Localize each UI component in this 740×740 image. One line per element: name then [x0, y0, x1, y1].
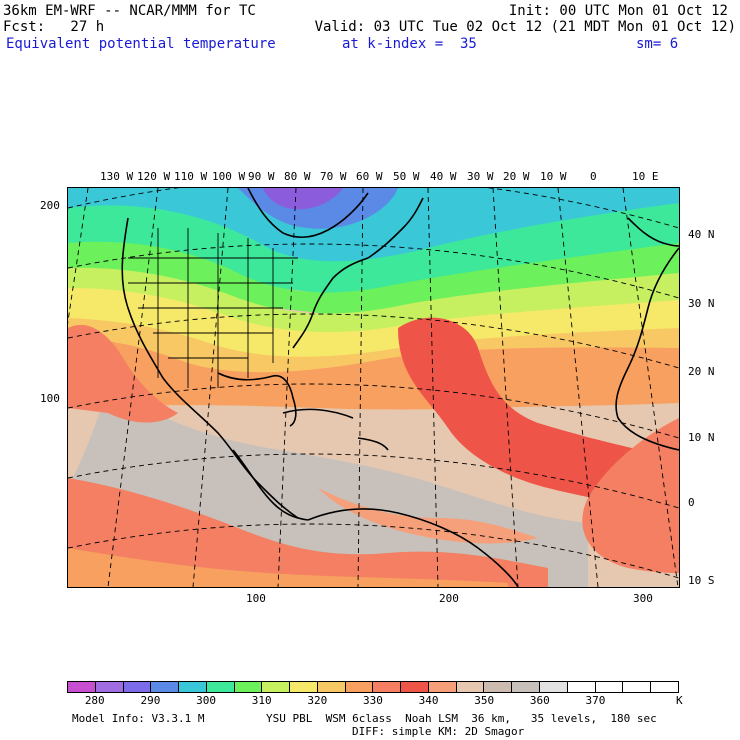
- colorbar-swatch: [428, 682, 457, 692]
- longitude-label: 0: [590, 170, 597, 183]
- grid-y-label: 100: [40, 392, 60, 405]
- smoothing-label: sm= 6: [636, 36, 679, 52]
- latitude-label: 10 S: [688, 574, 715, 587]
- longitude-label: 20 W: [503, 170, 530, 183]
- longitude-label: 40 W: [430, 170, 457, 183]
- colorbar-label: 330: [363, 694, 383, 707]
- colorbar-swatch: [68, 682, 96, 692]
- colorbar-label: 320: [307, 694, 328, 707]
- longitude-label: 30 W: [467, 170, 494, 183]
- grid-y-label: 200: [40, 199, 60, 212]
- colorbar-swatch: [206, 682, 235, 692]
- colorbar-swatch: [262, 682, 291, 692]
- state-boundaries: [128, 228, 298, 388]
- colorbar-label: 360: [529, 694, 550, 707]
- colorbar-swatch: [623, 682, 652, 692]
- colorbar-label: 340: [418, 694, 439, 707]
- model-info: Model Info: V3.3.1 M: [72, 712, 205, 725]
- grid-x-label: 300: [633, 592, 653, 605]
- longitude-label: 100 W: [212, 170, 246, 183]
- eastern-plume: [582, 418, 679, 574]
- colorbar-swatch: [512, 682, 541, 692]
- level-label: at k-index = 35: [342, 36, 477, 52]
- longitude-label: 50 W: [393, 170, 420, 183]
- longitude-label: 70 W: [320, 170, 347, 183]
- colorbar-swatch: [651, 682, 678, 692]
- theta-e-map: [67, 187, 680, 588]
- colorbar-label: 310: [251, 694, 272, 707]
- latitude-label: 10 N: [688, 431, 715, 444]
- longitude-label: 60 W: [356, 170, 383, 183]
- south-salmon: [318, 488, 538, 544]
- colorbar-swatch: [567, 682, 596, 692]
- colorbar-swatch: [317, 682, 346, 692]
- colorbar-swatch: [595, 682, 624, 692]
- longitude-label: 80 W: [284, 170, 311, 183]
- longitude-label: 110 W: [174, 170, 208, 183]
- longitude-label: 90 W: [248, 170, 275, 183]
- colorbar-swatch: [345, 682, 374, 692]
- colorbar-swatch: [151, 682, 180, 692]
- model-title: 36km EM-WRF -- NCAR/MMM for TC: [3, 3, 256, 19]
- map-canvas: [68, 188, 679, 587]
- latitude-label: 0: [688, 496, 695, 509]
- south-coral: [68, 478, 548, 587]
- south-orange: [68, 548, 508, 587]
- orange-band: [68, 338, 679, 410]
- latitude-label: 20 N: [688, 365, 715, 378]
- colorbar-swatch: [95, 682, 124, 692]
- pacific-plume: [68, 324, 178, 423]
- field-name: Equivalent potential temperature: [6, 36, 276, 52]
- forecast-hour: Fcst: 27 h: [3, 19, 105, 35]
- latitude-label: 30 N: [688, 297, 715, 310]
- valid-time: Valid: 03 UTC Tue 02 Oct 12 (21 MDT Mon …: [314, 19, 736, 35]
- colorbar-swatch: [401, 682, 429, 692]
- longitude-label: 10 E: [632, 170, 659, 183]
- colorbar-swatch: [123, 682, 152, 692]
- coastlines: [121, 188, 679, 587]
- colorbar-label: 350: [474, 694, 495, 707]
- longitude-label: 120 W: [137, 170, 171, 183]
- colorbar-swatch: [373, 682, 402, 692]
- colorbar: [67, 681, 679, 693]
- colorbar-swatch: [179, 682, 207, 692]
- colorbar-label: 290: [140, 694, 161, 707]
- colorbar-swatch: [456, 682, 485, 692]
- colorbar-swatch: [290, 682, 318, 692]
- longitude-label: 130 W: [100, 170, 134, 183]
- grid-x-label: 200: [439, 592, 459, 605]
- latitude-label: 40 N: [688, 228, 715, 241]
- atlantic-plume: [398, 317, 679, 508]
- coldest-air: [263, 188, 343, 210]
- colorbar-label: 370: [585, 694, 606, 707]
- colorbar-label: 280: [84, 694, 105, 707]
- init-time: Init: 00 UTC Mon 01 Oct 12: [508, 3, 728, 19]
- colorbar-swatch: [484, 682, 513, 692]
- colorbar-swatch: [234, 682, 263, 692]
- longitude-label: 10 W: [540, 170, 567, 183]
- diffusion-info: DIFF: simple KM: 2D Smagor: [352, 725, 525, 738]
- colorbar-swatch: [540, 682, 568, 692]
- colorbar-label: 300: [196, 694, 216, 707]
- colorbar-unit: K: [676, 694, 683, 707]
- graticule: [68, 188, 679, 587]
- grid-x-label: 100: [246, 592, 266, 605]
- physics-info: YSU PBL WSM 6class Noah LSM 36 km, 35 le…: [266, 712, 657, 725]
